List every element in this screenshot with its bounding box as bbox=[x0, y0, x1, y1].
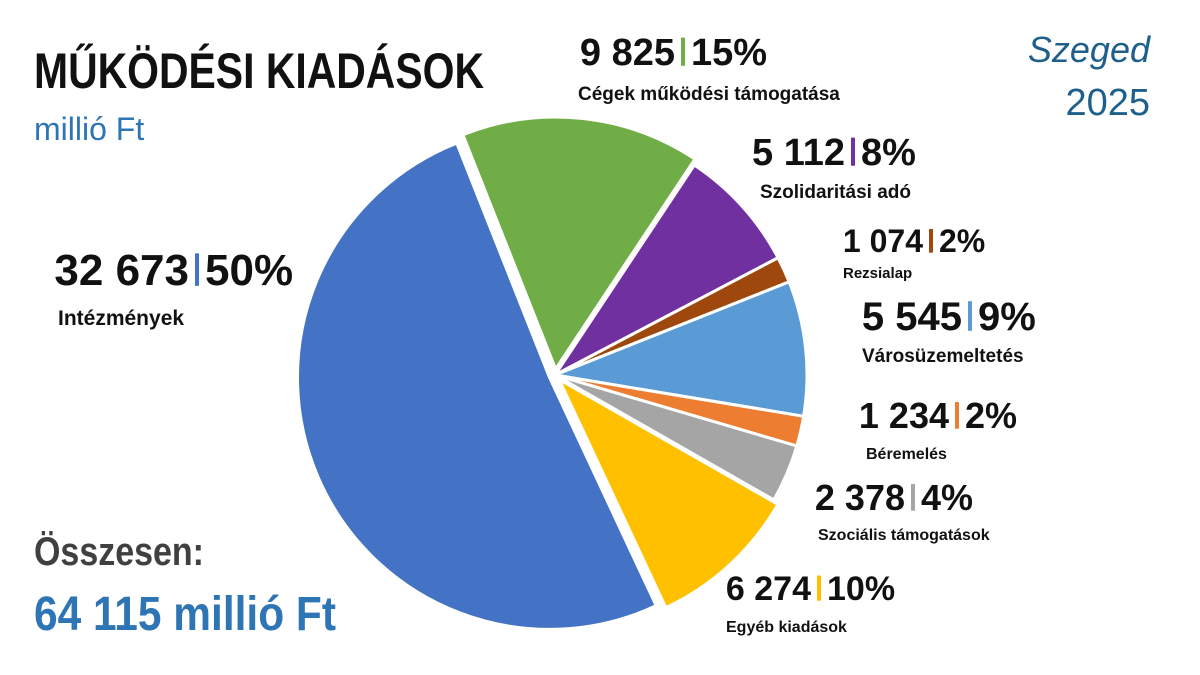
value-label: 2 378 bbox=[815, 477, 905, 518]
pie-slice bbox=[554, 373, 799, 502]
percent-label: 15% bbox=[691, 32, 767, 74]
separator bbox=[968, 301, 972, 331]
value-label: 9 825 bbox=[580, 32, 675, 74]
category-label: Szolidaritási adó bbox=[760, 182, 911, 203]
logo-year: 2025 bbox=[1065, 82, 1150, 124]
percent-label: 2% bbox=[965, 395, 1017, 436]
percent-label: 4% bbox=[921, 477, 973, 518]
subtitle: millió Ft bbox=[34, 111, 144, 147]
category-label: Intézmények bbox=[58, 307, 184, 330]
total: 64 115 millió Ft bbox=[34, 588, 336, 641]
pie-slice bbox=[549, 279, 809, 419]
value-label: 5 545 bbox=[862, 295, 962, 339]
separator bbox=[851, 137, 855, 166]
logo: Szeged bbox=[1028, 29, 1151, 70]
value-label: 1 234 bbox=[859, 395, 949, 436]
chart-title: MŰKÖDÉSI KIADÁSOK bbox=[34, 43, 484, 99]
labels: 32 673 50% Intézmények 9 825 15% Cégek működé… bbox=[54, 32, 1035, 636]
percent-label: 50% bbox=[205, 246, 293, 295]
separator bbox=[955, 402, 959, 429]
value-label: 32 673 bbox=[54, 246, 189, 295]
percent-label: 10% bbox=[827, 570, 895, 608]
separator bbox=[681, 37, 685, 66]
percent-label: 2% bbox=[939, 223, 985, 259]
pie bbox=[296, 115, 809, 631]
separator bbox=[929, 228, 933, 253]
category-label: Cégek működési támogatása bbox=[578, 84, 840, 105]
pie-slice bbox=[553, 162, 781, 377]
pie-slice bbox=[460, 115, 698, 373]
total-label: Összesen: bbox=[34, 529, 204, 574]
value-label: 5 112 bbox=[752, 132, 845, 174]
separator bbox=[911, 484, 915, 511]
pie-slice bbox=[296, 141, 659, 631]
category-label: Béremelés bbox=[866, 446, 947, 463]
value-label: 1 074 bbox=[843, 223, 923, 259]
percent-label: 8% bbox=[861, 132, 916, 174]
category-label: Rezsialap bbox=[843, 265, 912, 282]
percent-label: 9% bbox=[978, 295, 1036, 339]
category-label: Városüzemeltetés bbox=[862, 346, 1024, 367]
separator bbox=[195, 253, 199, 286]
pie-slice bbox=[555, 375, 780, 610]
category-label: Szociális támogatások bbox=[818, 527, 990, 544]
value-label: 6 274 bbox=[726, 570, 811, 608]
separator bbox=[817, 575, 821, 601]
category-label: Egyéb kiadások bbox=[726, 619, 847, 636]
